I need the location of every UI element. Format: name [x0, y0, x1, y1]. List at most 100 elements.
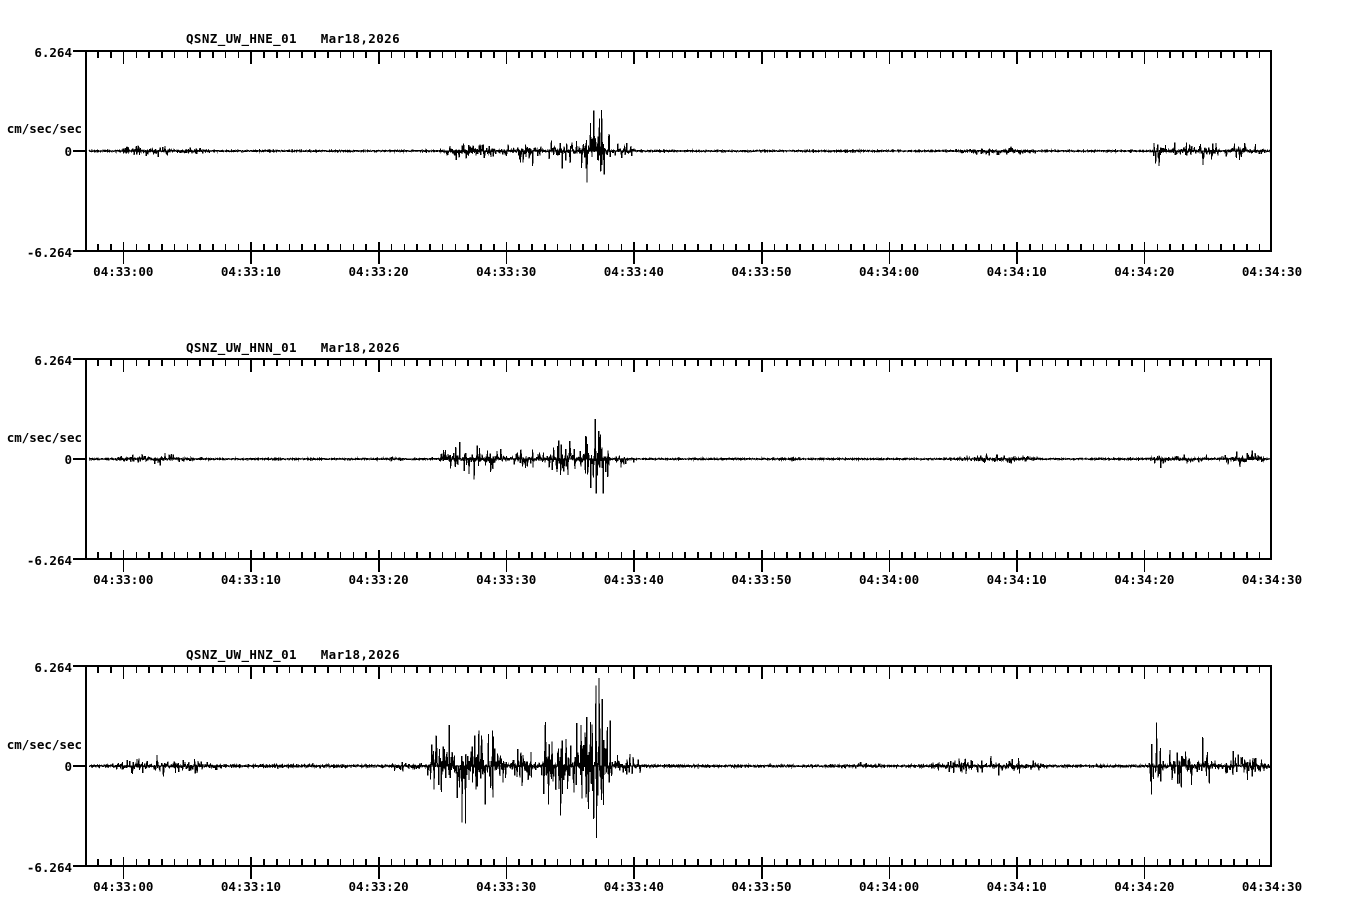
- x-tick-bottom: [1245, 859, 1248, 867]
- x-tick-bottom: [352, 859, 355, 867]
- x-tick-bottom: [888, 857, 891, 879]
- x-tick-top: [1143, 665, 1146, 679]
- y-axis-zero-label-hnn: 0: [64, 452, 72, 467]
- x-tick-top: [569, 50, 572, 58]
- x-tick-top: [939, 358, 942, 366]
- x-tick-bottom: [454, 552, 457, 560]
- x-tick-bottom: [926, 244, 929, 252]
- x-tick-bottom: [1003, 552, 1006, 560]
- x-tick-bottom: [837, 859, 840, 867]
- x-tick-bottom: [1131, 859, 1133, 867]
- y-axis-zero-label-hnz: 0: [64, 759, 72, 774]
- x-tick-top: [1080, 665, 1082, 673]
- x-tick-bottom: [1169, 859, 1171, 867]
- x-tick-top: [352, 665, 355, 673]
- x-tick-bottom: [492, 859, 495, 867]
- x-tick-top: [403, 50, 406, 58]
- x-tick-top: [1118, 358, 1120, 366]
- x-axis-tick-label: 04:33:50: [731, 879, 792, 894]
- x-tick-bottom: [595, 859, 597, 867]
- x-tick-top: [773, 358, 776, 366]
- x-tick-top: [224, 665, 227, 673]
- x-tick-top: [288, 50, 291, 58]
- x-tick-bottom: [1118, 859, 1120, 867]
- x-tick-bottom: [863, 552, 865, 560]
- x-tick-top: [1258, 665, 1261, 673]
- x-tick-top: [1105, 50, 1108, 58]
- x-tick-top: [722, 358, 725, 366]
- x-tick-top: [1220, 358, 1223, 366]
- x-tick-bottom: [531, 552, 533, 560]
- x-tick-top: [977, 665, 980, 673]
- x-tick-bottom: [531, 859, 533, 867]
- x-tick-bottom: [173, 244, 176, 252]
- x-axis-tick-label: 04:34:00: [858, 264, 920, 279]
- x-tick-bottom: [467, 244, 469, 252]
- x-tick-bottom: [378, 857, 380, 879]
- y-axis-max-label-hnz: 6.264: [34, 660, 72, 675]
- x-tick-bottom: [365, 552, 367, 560]
- x-tick-bottom: [1207, 552, 1210, 560]
- x-tick-bottom: [250, 242, 253, 264]
- x-tick-bottom: [1182, 244, 1184, 252]
- x-axis-tick-label: 04:34:20: [1114, 879, 1175, 894]
- x-tick-top: [824, 50, 827, 58]
- x-tick-bottom: [939, 859, 942, 867]
- x-tick-bottom: [658, 244, 661, 252]
- x-tick-bottom: [416, 552, 418, 560]
- x-tick-top: [161, 50, 163, 58]
- x-tick-top: [327, 358, 329, 366]
- x-tick-top: [1118, 665, 1120, 673]
- x-tick-top: [237, 50, 240, 58]
- x-tick-bottom: [314, 552, 316, 560]
- x-tick-top: [633, 50, 635, 64]
- y-tick: [73, 50, 85, 52]
- x-tick-top: [1016, 665, 1018, 679]
- x-tick-top: [837, 50, 840, 58]
- x-tick-top: [505, 50, 508, 64]
- x-tick-bottom: [773, 552, 776, 560]
- x-tick-bottom: [824, 244, 827, 252]
- x-tick-top: [1041, 358, 1044, 366]
- x-tick-top: [863, 665, 865, 673]
- x-tick-bottom: [212, 859, 214, 867]
- x-tick-bottom: [403, 552, 406, 560]
- x-tick-bottom: [735, 552, 738, 560]
- x-tick-bottom: [480, 244, 482, 252]
- x-tick-bottom: [646, 244, 648, 252]
- x-tick-top: [314, 50, 316, 58]
- x-tick-bottom: [1080, 552, 1082, 560]
- x-tick-top: [709, 358, 712, 366]
- x-tick-bottom: [224, 244, 227, 252]
- x-tick-bottom: [658, 552, 661, 560]
- x-tick-bottom: [429, 244, 431, 252]
- x-tick-top: [671, 358, 674, 366]
- x-tick-top: [199, 665, 201, 673]
- x-tick-bottom: [1143, 857, 1146, 879]
- x-tick-top: [684, 358, 686, 366]
- x-tick-bottom: [135, 244, 138, 252]
- x-tick-bottom: [901, 244, 903, 252]
- x-tick-bottom: [888, 550, 891, 572]
- x-tick-top: [1207, 665, 1210, 673]
- x-tick-top: [199, 358, 201, 366]
- x-tick-top: [122, 665, 125, 679]
- x-axis-tick-label: 04:34:30: [1241, 879, 1303, 894]
- x-tick-top: [224, 50, 227, 58]
- x-tick-top: [365, 358, 367, 366]
- x-tick-top: [582, 358, 584, 366]
- x-tick-top: [888, 50, 891, 64]
- x-tick-top: [186, 358, 189, 366]
- x-tick-bottom: [365, 859, 367, 867]
- x-tick-top: [773, 665, 776, 673]
- x-tick-bottom: [824, 859, 827, 867]
- x-tick-bottom: [824, 552, 827, 560]
- x-tick-top: [429, 358, 431, 366]
- x-tick-top: [1194, 50, 1197, 58]
- x-tick-top: [1131, 665, 1133, 673]
- x-tick-top: [863, 50, 865, 58]
- x-tick-top: [1182, 358, 1184, 366]
- x-tick-bottom: [1118, 552, 1120, 560]
- x-tick-top: [914, 50, 916, 58]
- panel-title-hnn: QSNZ_UW_HNN_01 Mar18,2026: [186, 340, 400, 355]
